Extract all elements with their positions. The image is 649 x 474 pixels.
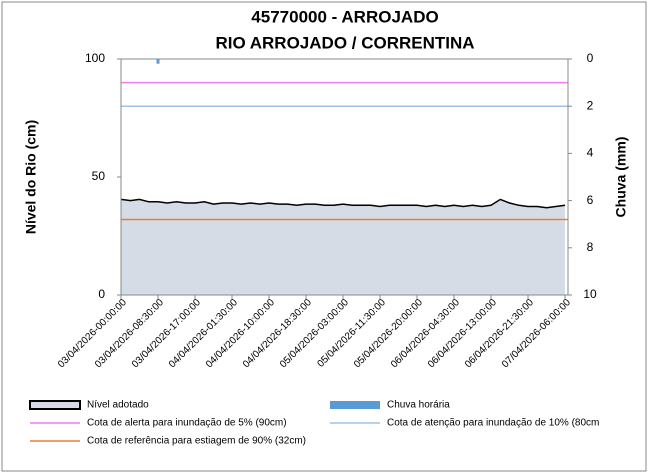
y-tick-label: 0 xyxy=(98,287,105,301)
y2-tick-label: 10 xyxy=(583,287,597,301)
y2-axis-label: Chuva (mm) xyxy=(613,137,629,218)
rain-bar xyxy=(156,59,160,64)
level-line xyxy=(120,198,566,209)
y2-tick-label: 0 xyxy=(587,51,594,65)
y2-tick-label: 8 xyxy=(587,240,594,254)
y-tick-label: 50 xyxy=(92,169,106,183)
legend-swatch xyxy=(29,400,81,410)
y2-tick-label: 2 xyxy=(587,98,594,112)
y2-tick-label: 4 xyxy=(587,146,594,160)
legend-swatch xyxy=(330,401,380,409)
level-area xyxy=(121,199,565,295)
y-tick-label: 100 xyxy=(85,51,105,65)
y-axis-label: Nível do Rio (cm) xyxy=(23,120,39,234)
chart-subtitle: RIO ARROJADO / CORRENTINA xyxy=(215,33,474,52)
chart-title: 45770000 - ARROJADO xyxy=(251,7,438,26)
legend-label: Cota de alerta para inundação de 5% (90c… xyxy=(87,418,287,429)
legend-label: Chuva horária xyxy=(387,400,450,411)
legend-label: Nível adotado xyxy=(87,400,149,411)
legend-label: Cota de referência para estiagem de 90% … xyxy=(87,436,306,447)
y2-tick-label: 6 xyxy=(587,193,594,207)
legend-label: Cota de atenção para inundação de 10% (8… xyxy=(387,418,599,429)
